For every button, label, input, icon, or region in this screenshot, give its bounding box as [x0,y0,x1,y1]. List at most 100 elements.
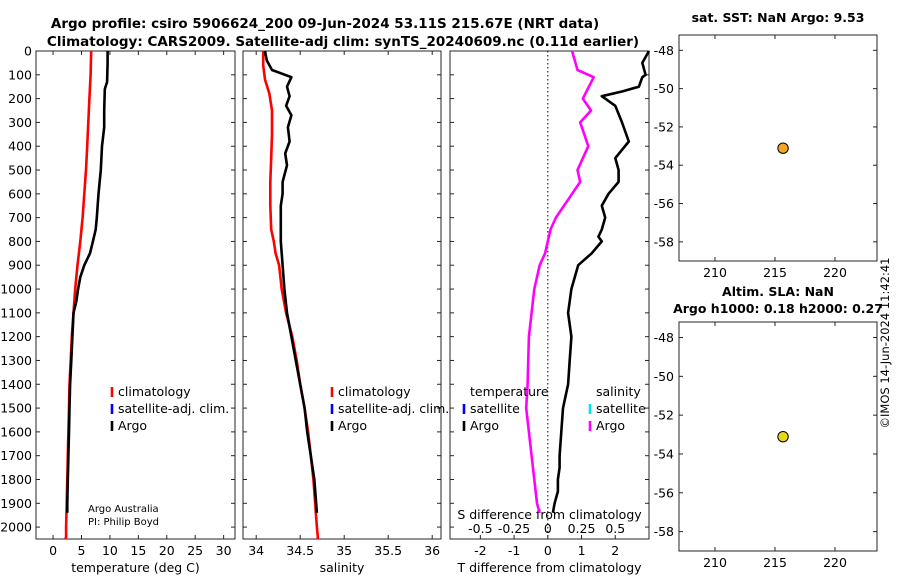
temperature-xtick-label: 20 [159,543,175,558]
difference-legend-salinity-argo-label: Argo [596,418,625,433]
temperature-ytick-label: 1100 [0,305,32,320]
sst-ytick-label: -58 [654,234,674,249]
salinity-axes-frame [242,50,442,540]
difference-axes-frame [449,50,650,540]
difference-legend-salinity-satellite-label: satellite [596,401,646,416]
temperature-ytick-label: 700 [8,210,32,225]
temperature-ytick-label: 1300 [0,353,32,368]
temperature-ytick-label: 500 [8,163,32,178]
temperature-ytick-label: 1200 [0,329,32,344]
sla-ytick-label: -48 [654,330,674,345]
sst-xtick-label: 210 [703,265,727,280]
sla-ytick-label: -50 [654,369,674,384]
sst-title: sat. SST: NaN Argo: 9.53 [692,10,865,25]
sla-xtick-label: 210 [703,555,727,570]
difference-xlabel: T difference from climatology [456,560,642,575]
sla-ytick-label: -54 [654,446,674,461]
difference-xtick-label: 2 [611,543,619,558]
temperature-ytick-label: 600 [8,186,32,201]
sla-ytick-label: -52 [654,408,674,423]
sla-xtick-label: 220 [823,555,847,570]
salinity-climatology-line [261,51,320,539]
temperature-ytick-label: 200 [8,91,32,106]
sla-ytick-label: -58 [654,524,674,539]
sst-ytick-label: -50 [654,81,674,96]
difference-salinity-tick-label: -0.5 [468,521,492,536]
temperature-ytick-label: 1000 [0,282,32,297]
sla-profile-marker [777,430,789,443]
sst-xtick-label: 215 [763,265,787,280]
temperature-ytick-label: 900 [8,258,32,273]
difference-panel: -2 -1 0 1 2 -0.5 -0.25 0 0.25 0.5S difference fro… [449,50,651,575]
sla-xtick-label: 215 [763,555,787,570]
temperature-xtick-label: 15 [130,543,146,558]
difference-salinity-tick-label: 0.5 [605,521,625,536]
temperature-panel: 0 5 10 15 20 25 300100200300400500600700800900… [0,44,236,575]
sla-title-line1: Altim. SLA: NaN [722,284,834,299]
temperature-axes-frame [35,50,236,540]
temperature-legend-argo-label: Argo [118,418,147,433]
temperature-xlabel: temperature (deg C) [71,560,200,575]
footer-stamp: ©IMOS 14-Jun-2024 11:42:41 [878,258,892,429]
temperature-legend-climatology-label: climatology [118,384,191,399]
temperature-ytick-label: 1800 [0,472,32,487]
temperature-ytick-label: 0 [24,44,32,59]
temperature-ytick-label: 400 [8,139,32,154]
difference-xtick-label: -2 [474,543,486,558]
salinity-xtick-label: 34.5 [286,543,314,558]
difference-salinity-line [524,50,596,514]
salinity-xtick-label: 34 [248,543,264,558]
difference-salinity-xlabel: S difference from climatology [457,507,642,522]
salinity-legend-satellite-label: satellite-adj. clim. [338,401,449,416]
salinity-xtick-label: 35.5 [374,543,402,558]
credit-line1: Argo Australia [88,504,159,515]
temperature-ytick-label: 1900 [0,496,32,511]
temperature-xtick-label: 5 [78,543,86,558]
sla-title-line2: Argo h1000: 0.18 h2000: 0.27 [673,301,883,316]
salinity-xtick-label: 35 [336,543,352,558]
sla-axes-frame [678,321,878,552]
difference-legend-temperature-satellite-label: satellite [470,401,520,416]
difference-salinity-tick-label: 0 [544,521,552,536]
salinity-xlabel: salinity [320,560,365,575]
temperature-legend-satellite-label: satellite-adj. clim. [118,401,229,416]
difference-legend-salinity-title: salinity [596,384,641,399]
temperature-xtick-label: 25 [187,543,203,558]
sla-map-panel: Altim. SLA: NaN Argo h1000: 0.18 h2000: … [654,284,883,570]
sst-ytick-label: -54 [654,158,674,173]
temperature-xtick-label: 30 [216,543,232,558]
figure-title-line1: Argo profile: csiro 5906624_200 09-Jun-2… [51,16,599,32]
sst-ytick-label: -52 [654,119,674,134]
figure-title-line2: Climatology: CARS2009. Satellite-adj cli… [47,34,639,50]
difference-salinity-tick-label: -0.25 [498,521,530,536]
sst-axes-frame [678,34,878,262]
difference-xtick-label: -1 [508,543,520,558]
temperature-ytick-label: 2000 [0,520,32,535]
sst-map-panel: sat. SST: NaN Argo: 9.53 210 215 220 -48 -50… [654,10,878,280]
credit-line2: PI: Philip Boyd [88,517,159,528]
sst-ytick-label: -48 [654,43,674,58]
temperature-ytick-label: 1600 [0,424,32,439]
salinity-legend-climatology-label: climatology [338,384,411,399]
difference-salinity-tick-label: 0.25 [568,521,596,536]
difference-temperature-line [551,50,651,514]
salinity-xtick-label: 36 [424,543,440,558]
sst-xtick-label: 220 [823,265,847,280]
difference-legend-temperature-argo-label: Argo [470,418,499,433]
difference-xtick-label: 0 [544,543,552,558]
temperature-xtick-label: 10 [102,543,118,558]
sst-ytick-label: -56 [654,196,674,211]
temperature-argo-line [66,51,109,513]
temperature-xtick-label: 0 [49,543,57,558]
salinity-panel: 34 34.5 35 35.5 36 salinity climatology satelli… [242,50,449,575]
sst-profile-marker [777,142,789,154]
difference-xtick-label: 1 [578,543,586,558]
temperature-ytick-label: 800 [8,234,32,249]
sla-ytick-label: -56 [654,485,674,500]
salinity-argo-line [263,50,319,513]
temperature-ytick-label: 1400 [0,377,32,392]
salinity-legend-argo-label: Argo [338,418,367,433]
temperature-ytick-label: 1500 [0,401,32,416]
temperature-ytick-label: 100 [8,67,32,82]
